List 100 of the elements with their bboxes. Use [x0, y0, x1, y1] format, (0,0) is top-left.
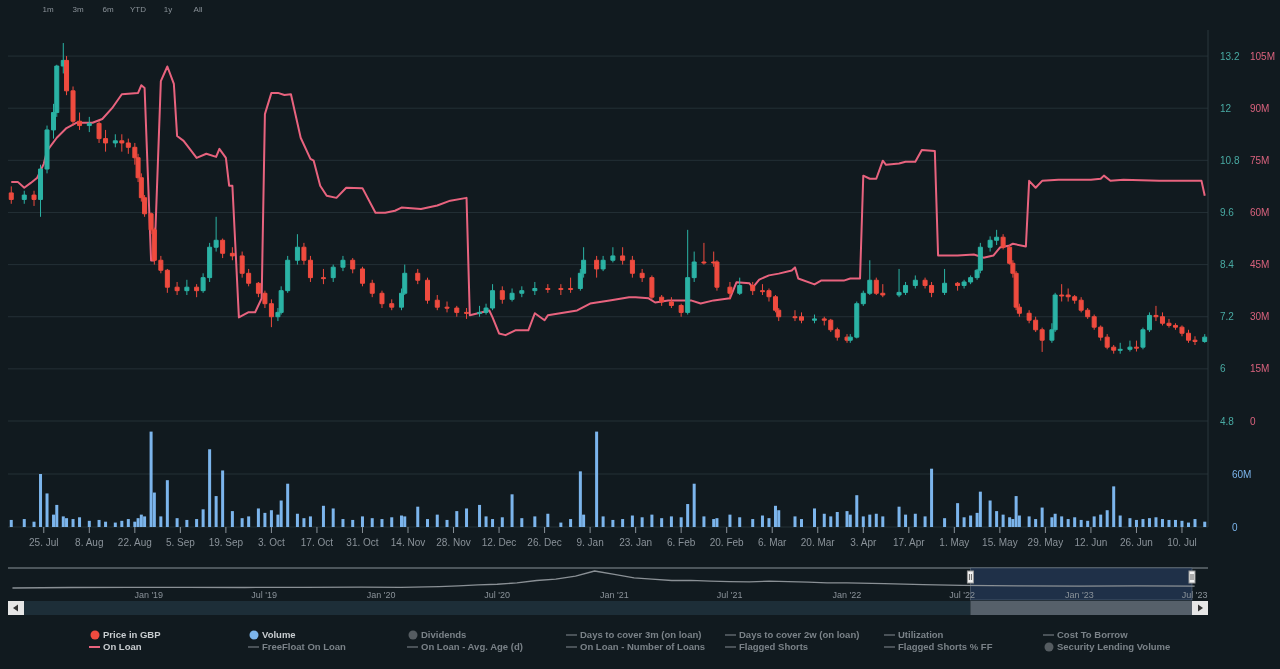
bar — [793, 516, 797, 527]
bar — [728, 514, 732, 527]
bar — [331, 508, 335, 527]
x-tick-label: 6. Feb — [666, 537, 696, 548]
candlestick — [812, 314, 817, 324]
bar — [256, 508, 260, 527]
candlestick — [955, 281, 961, 292]
candlestick — [174, 281, 180, 296]
bar — [390, 517, 394, 527]
x-tick-label: 17. Oct — [300, 537, 334, 548]
bar — [1053, 513, 1057, 527]
bar — [1099, 514, 1103, 527]
bar — [302, 518, 306, 527]
candlestick — [668, 296, 674, 309]
bar — [1001, 514, 1005, 527]
bar — [65, 518, 69, 527]
bar — [679, 517, 683, 527]
y-tick-label: 9.6 — [1220, 206, 1235, 218]
bar — [1193, 519, 1197, 527]
candlestick — [194, 283, 200, 298]
legend-label: Price in GBP — [103, 629, 162, 641]
candlestick — [620, 246, 626, 266]
bar — [904, 514, 908, 527]
y-tick-label: 8.4 — [1220, 259, 1235, 271]
x-tick-label: 1. May — [939, 537, 970, 548]
legend-label: Volume — [262, 629, 296, 641]
y2-tick-label: 60M — [1250, 206, 1270, 218]
text: All — [193, 5, 203, 14]
bar — [321, 505, 325, 527]
text: 1m — [42, 5, 54, 14]
candlestick — [942, 268, 948, 296]
bar — [32, 521, 36, 527]
bar — [341, 519, 345, 527]
bar — [660, 518, 664, 527]
x-tick-label: 6. Mar — [758, 537, 788, 548]
bar — [1112, 486, 1116, 527]
candlestick — [425, 277, 431, 305]
bar — [1105, 510, 1109, 527]
x-tick-label: 22. Aug — [117, 537, 152, 548]
candlestick — [320, 268, 326, 285]
x-tick-label: 20. Mar — [800, 537, 836, 548]
y2-tick-label: 105M — [1250, 50, 1276, 62]
bar — [1134, 519, 1138, 527]
legend-label: Dividends — [421, 629, 467, 641]
legend-label: Utilization — [898, 629, 944, 641]
bar — [1040, 507, 1044, 527]
legend-label: Flagged Shorts — [739, 641, 809, 653]
bar — [87, 520, 91, 527]
legend-label: On Loan — [103, 641, 142, 653]
x-tick-label: Jul '19 — [251, 590, 277, 600]
x-tick-label: 3. Apr — [850, 537, 878, 548]
bar — [800, 519, 803, 527]
bar — [61, 516, 65, 527]
legend-label: Days to cover 2w (on loan) — [739, 629, 860, 641]
bar — [175, 518, 179, 527]
bar — [500, 517, 504, 527]
bar — [956, 503, 960, 527]
candlestick — [464, 307, 470, 320]
bar — [1008, 517, 1012, 527]
bar — [868, 514, 872, 527]
bar — [978, 491, 982, 527]
bar — [97, 519, 101, 527]
bar — [295, 513, 299, 527]
bar — [874, 513, 878, 527]
y2-tick-label: 30M — [1250, 311, 1270, 323]
bar — [45, 493, 49, 527]
bar — [139, 514, 143, 527]
candlestick — [912, 274, 918, 289]
bar — [136, 518, 140, 527]
bar — [686, 504, 690, 527]
bar — [813, 508, 816, 527]
candlestick — [545, 283, 551, 294]
bar — [712, 519, 716, 527]
bar — [1014, 496, 1018, 527]
bar — [969, 515, 973, 527]
bar — [578, 471, 582, 527]
bar — [962, 517, 966, 527]
candlestick — [454, 305, 460, 318]
candlestick — [119, 133, 125, 153]
bar — [1186, 522, 1190, 527]
bar — [995, 511, 999, 527]
candlestick — [21, 190, 27, 205]
line-series — [10, 65, 1206, 337]
bar — [1027, 516, 1031, 527]
bar — [913, 513, 917, 527]
bar — [416, 506, 420, 527]
candlestick — [112, 133, 118, 148]
x-tick-label: 12. Dec — [481, 537, 517, 548]
x-tick-label: 23. Jan — [619, 537, 653, 548]
bar — [221, 470, 225, 527]
candlestick — [1133, 340, 1139, 352]
candlestick — [610, 246, 616, 263]
candlestick — [340, 255, 346, 272]
candlestick — [389, 298, 395, 311]
bar — [835, 511, 839, 527]
bar — [403, 516, 407, 527]
x-tick-label: 26. Jun — [1120, 537, 1153, 548]
bar — [240, 518, 244, 527]
bar — [165, 480, 169, 527]
candlestick — [685, 229, 691, 316]
